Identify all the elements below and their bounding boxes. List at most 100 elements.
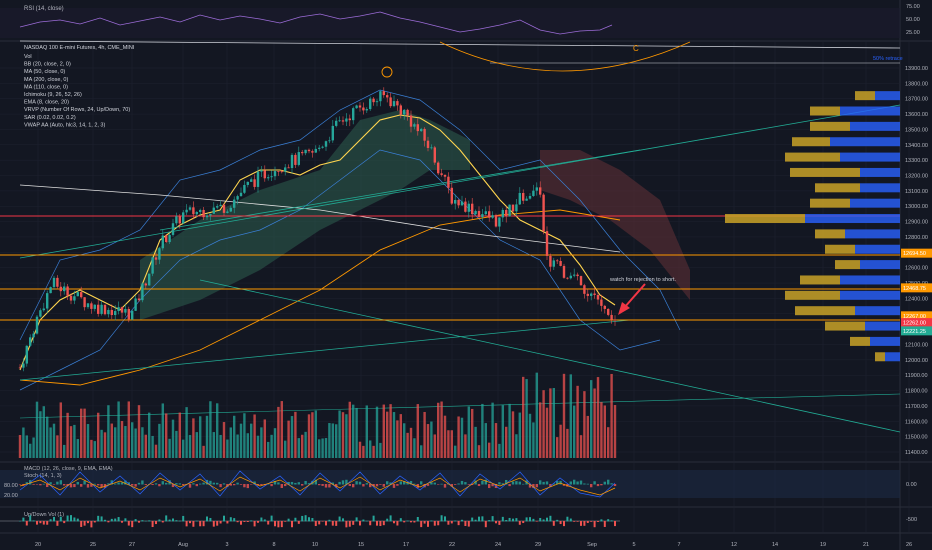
- macd-bar: [280, 484, 283, 488]
- updown-bar: [321, 521, 324, 522]
- updown-bar: [529, 517, 531, 522]
- candle-body: [90, 303, 93, 309]
- macd-bar: [464, 482, 467, 485]
- updown-bar: [32, 520, 35, 522]
- volume-bar: [226, 439, 229, 458]
- macd-bar: [202, 482, 205, 485]
- updown-bar: [195, 520, 198, 522]
- macd-axis-0: 0.00: [906, 482, 917, 488]
- indicator-label[interactable]: BB (20, close, 2, 0): [24, 62, 71, 68]
- rsi-axis-25: 25.00: [906, 30, 920, 36]
- candle-body: [188, 207, 192, 210]
- volume-bar: [25, 435, 28, 458]
- macd-bar: [314, 479, 317, 485]
- candle-body: [477, 210, 481, 218]
- macd-bar: [161, 481, 164, 485]
- vrvp-row-down: [805, 214, 900, 224]
- volume-bar: [83, 408, 86, 458]
- indicator-label[interactable]: VRVP (Number Of Rows, 24, Up/Down, 70): [24, 107, 130, 113]
- macd-bar: [134, 484, 137, 487]
- indicator-label[interactable]: VWAP AA (Auto, hlc3, 14, 1, 2, 3): [24, 122, 105, 128]
- indicator-label[interactable]: MA (110, close, 0): [24, 84, 68, 90]
- updown-bar: [124, 518, 127, 522]
- indicator-label[interactable]: Vol: [24, 54, 32, 60]
- updown-bar: [484, 521, 487, 528]
- macd-bar: [52, 484, 56, 485]
- candle-body: [212, 207, 215, 214]
- volume-bar: [229, 427, 232, 458]
- rsi-title: RSI (14, close): [24, 6, 64, 12]
- volume-bar: [97, 412, 100, 458]
- macd-bar: [515, 481, 518, 485]
- candle-body: [590, 293, 593, 296]
- macd-bar: [56, 481, 59, 485]
- volume-bar: [600, 402, 603, 458]
- updown-bar: [304, 515, 307, 522]
- macd-bar: [413, 483, 416, 485]
- vrvp-row-down: [855, 244, 900, 254]
- updown-bar: [556, 519, 559, 522]
- indicator-label[interactable]: EMA (8, close, 20): [24, 100, 69, 106]
- macd-bar: [420, 481, 423, 485]
- macd-bar: [154, 483, 158, 485]
- updown-bar: [280, 521, 283, 528]
- candle-body: [467, 203, 470, 212]
- vrvp-row-up: [810, 106, 840, 116]
- macd-bar: [294, 482, 297, 485]
- updown-bar: [539, 517, 542, 522]
- macd-bar: [90, 484, 93, 487]
- time-axis-tick: 29: [535, 542, 541, 548]
- macd-bar: [18, 484, 22, 485]
- candle-body: [352, 108, 355, 121]
- candle-body: [277, 171, 280, 172]
- candle-body: [522, 192, 525, 201]
- updown-bar: [450, 521, 453, 524]
- volume-bar: [559, 424, 562, 458]
- macd-bar: [46, 484, 49, 488]
- volume-bar: [107, 405, 110, 458]
- macd-bar: [450, 484, 453, 487]
- candle-body: [256, 171, 260, 187]
- candle-body: [304, 149, 307, 154]
- volume-bar: [22, 427, 25, 458]
- volume-bar: [314, 410, 317, 458]
- vrvp-row-up: [825, 321, 865, 331]
- candle-body: [35, 316, 39, 334]
- candle-body: [573, 274, 576, 276]
- time-axis-tick: 24: [495, 542, 501, 548]
- indicator-label[interactable]: Ichimoku (9, 26, 52, 26): [24, 92, 82, 98]
- volume-bar: [471, 408, 474, 458]
- macd-bar: [250, 484, 253, 485]
- price-axis-tick: 12800.00: [905, 235, 928, 241]
- volume-bar: [416, 404, 419, 458]
- macd-bar: [141, 480, 144, 485]
- vrvp-row-up: [800, 275, 840, 285]
- updown-bar: [233, 518, 236, 522]
- indicator-label[interactable]: SAR (0.02, 0.02, 0.2): [24, 115, 76, 121]
- updown-bar: [270, 515, 273, 522]
- macd-bar: [151, 484, 154, 485]
- wave-c-label: C: [633, 44, 639, 53]
- macd-bar: [42, 483, 45, 485]
- price-label-bg: [901, 283, 932, 293]
- indicator-label[interactable]: MA (200, close, 0): [24, 77, 68, 83]
- updown-bar: [73, 517, 76, 522]
- macd-bar: [610, 483, 613, 485]
- updown-bar: [331, 521, 334, 526]
- price-label-bg: [901, 326, 932, 336]
- candle-body: [97, 304, 100, 314]
- time-axis[interactable]: 20 25 27 Aug 3 8 10 15 17 22 24 29 Sep 5 7 12 14 19 21 26: [35, 542, 912, 548]
- updown-bar: [66, 515, 69, 522]
- updown-bar: [478, 516, 480, 522]
- candle-body: [318, 147, 321, 149]
- volume-bar: [535, 372, 538, 458]
- updown-bar: [226, 521, 229, 524]
- indicator-label[interactable]: MA (50, close, 0): [24, 69, 65, 75]
- updown-bar: [104, 519, 106, 522]
- volume-bar: [375, 406, 379, 458]
- updown-bar: [240, 521, 242, 525]
- rsi-axis-75: 75.00: [906, 4, 920, 10]
- updown-bar: [359, 521, 361, 526]
